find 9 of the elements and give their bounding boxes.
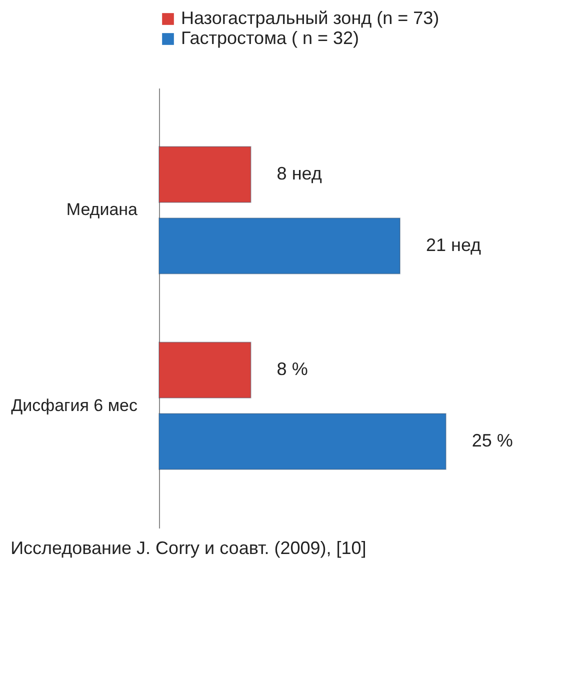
legend-label: Гастростома ( n = 32) (181, 28, 359, 48)
text: Исследование J. Corry и соавт. (2009), [10] (10, 538, 366, 558)
data-label: 8 нед (276, 164, 322, 184)
y-tick-label: Дисфагия 6 мес (11, 396, 138, 415)
y-tick-label: Медиана (66, 200, 138, 220)
data-label: 25 % (472, 430, 513, 450)
data-label: 21 нед (426, 234, 482, 255)
data-label: 8 % (276, 359, 308, 380)
legend-label: Назогастральный зонд (n = 73) (181, 8, 440, 28)
